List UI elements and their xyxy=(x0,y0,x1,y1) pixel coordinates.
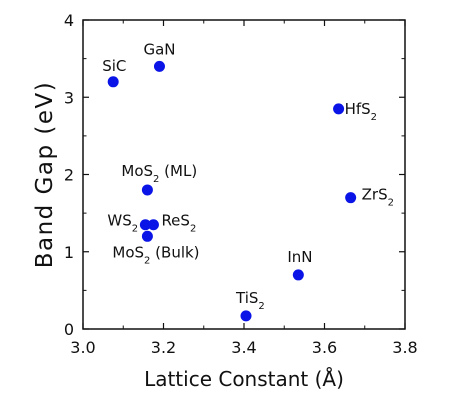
point-tis2 xyxy=(240,310,252,322)
label-sic: SiC xyxy=(102,57,126,75)
point-mos2-bulk xyxy=(141,230,153,242)
point-mos2-ml xyxy=(141,184,153,196)
tick-labels: 3.0 3.2 3.4 3.6 3.8 0 1 2 3 4 xyxy=(64,11,418,357)
ticks xyxy=(82,19,406,330)
label-ws2: WS2 xyxy=(107,212,138,235)
label-tis2: TiS2 xyxy=(235,289,265,312)
label-zrs2: ZrS2 xyxy=(362,186,394,209)
point-ws2 xyxy=(139,219,151,231)
data-points xyxy=(107,60,357,322)
y-tick-label: 3 xyxy=(64,88,74,107)
x-axis-title: Lattice Constant (Å) xyxy=(144,367,344,391)
x-tick-label: 3.4 xyxy=(231,338,256,357)
point-zrs2 xyxy=(345,192,357,204)
point-hfs2 xyxy=(333,103,345,115)
x-tick-label: 3.2 xyxy=(151,338,176,357)
y-tick-label: 2 xyxy=(64,166,74,185)
label-res2: ReS2 xyxy=(161,212,196,235)
label-gan: GaN xyxy=(143,40,175,58)
y-axis-title: Band Gap (eV) xyxy=(32,81,58,269)
x-tick-label: 3.6 xyxy=(312,338,337,357)
x-tick-label: 3.0 xyxy=(70,338,95,357)
point-res2 xyxy=(147,219,159,231)
y-tick-label: 1 xyxy=(64,243,74,262)
y-tick-label: 0 xyxy=(64,320,74,339)
label-hfs2: HfS2 xyxy=(345,100,377,123)
point-inn xyxy=(292,269,304,281)
y-tick-label: 4 xyxy=(64,11,74,30)
point-labels: SiC GaN HfS2 MoS2 (ML) ZrS2 WS2 ReS2 MoS2 (Bulk… xyxy=(102,40,394,312)
label-inn: InN xyxy=(287,248,312,266)
label-mos2-ml: MoS2 (ML) xyxy=(121,162,197,185)
x-tick-label: 3.8 xyxy=(392,338,417,357)
point-sic xyxy=(107,76,119,88)
label-mos2-bulk: MoS2 (Bulk) xyxy=(112,243,199,266)
point-gan xyxy=(153,60,165,72)
